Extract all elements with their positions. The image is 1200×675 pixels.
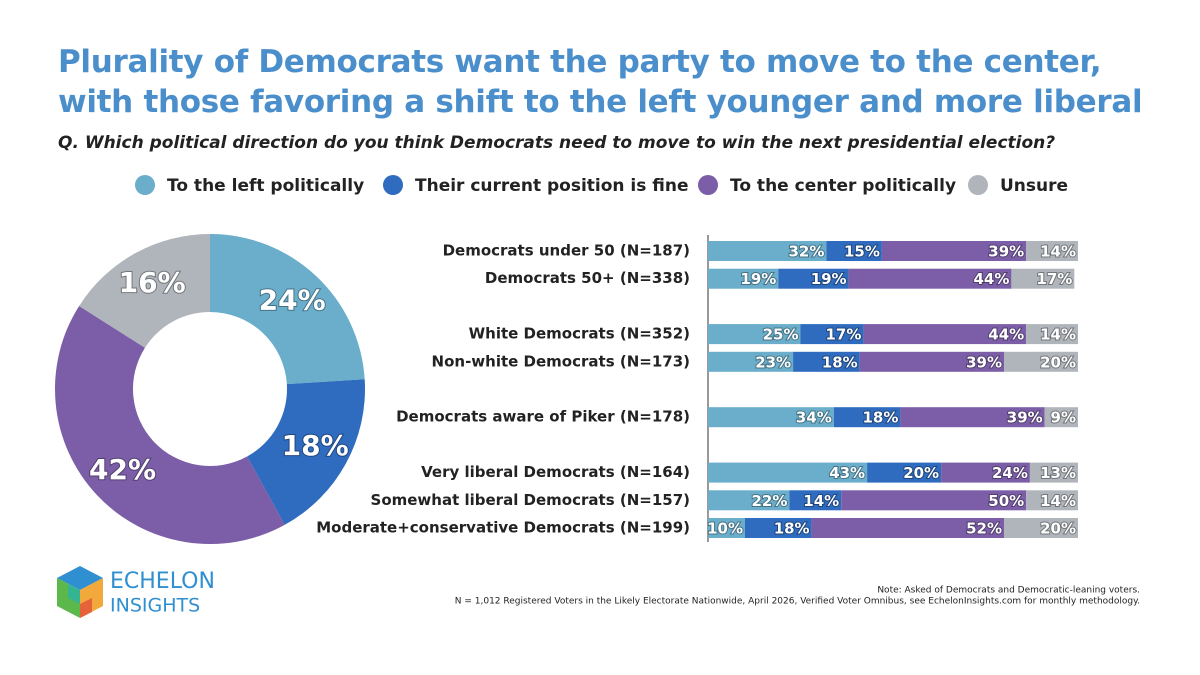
legend-label: To the left politically bbox=[167, 176, 364, 196]
data-label: 20% bbox=[1040, 520, 1076, 538]
data-label: 24% bbox=[992, 464, 1028, 482]
bar-segment bbox=[1004, 518, 1078, 538]
category-label: Very liberal Democrats (N=164) bbox=[421, 463, 690, 481]
data-label: 18% bbox=[282, 429, 349, 462]
data-label: 14% bbox=[1040, 326, 1076, 344]
data-label: 14% bbox=[803, 492, 839, 510]
data-label: 52% bbox=[966, 520, 1002, 538]
data-label: 20% bbox=[1040, 353, 1076, 371]
bar-segment bbox=[708, 268, 779, 289]
data-label: 17% bbox=[825, 326, 861, 344]
data-label: 39% bbox=[988, 243, 1024, 261]
bar-segment bbox=[778, 268, 849, 289]
bar-segment bbox=[881, 241, 1027, 261]
bar-segment bbox=[708, 490, 790, 511]
donut-slice bbox=[79, 234, 210, 348]
bar-segment bbox=[1011, 268, 1075, 289]
bar-segment bbox=[1026, 490, 1078, 511]
title: Plurality of Democrats want the party to… bbox=[58, 44, 1143, 120]
data-label: 14% bbox=[1040, 243, 1076, 261]
bar-segment bbox=[708, 518, 745, 538]
legend-marker bbox=[135, 175, 155, 195]
donut-slice bbox=[247, 379, 365, 525]
data-label: 10% bbox=[707, 520, 743, 538]
data-label: 43% bbox=[829, 464, 865, 482]
data-label: 42% bbox=[89, 453, 156, 486]
logo: ECHELON INSIGHTS bbox=[57, 566, 215, 618]
bar-segment bbox=[867, 462, 942, 483]
bar-segment bbox=[708, 407, 834, 428]
data-label: 50% bbox=[988, 492, 1024, 510]
legend-marker bbox=[968, 175, 988, 195]
legend-label: To the center politically bbox=[730, 176, 956, 196]
bar-segment bbox=[941, 462, 1030, 483]
data-label: 44% bbox=[973, 270, 1009, 288]
bar-segment bbox=[811, 518, 1004, 538]
data-label: 24% bbox=[259, 284, 326, 317]
data-label: 39% bbox=[966, 353, 1002, 371]
data-label: 16% bbox=[119, 266, 186, 299]
bar-segment bbox=[800, 324, 864, 345]
question: Q. Which political direction do you thin… bbox=[58, 133, 1056, 153]
bar-segment bbox=[863, 324, 1027, 345]
bar-segment bbox=[826, 241, 882, 261]
data-label: 25% bbox=[763, 326, 799, 344]
bar-segment bbox=[859, 351, 1004, 372]
bar-segment bbox=[1029, 462, 1078, 483]
data-label: 9% bbox=[1051, 409, 1076, 427]
bar-segment bbox=[1004, 351, 1078, 372]
legend-marker bbox=[698, 175, 718, 195]
bar-segment bbox=[1044, 407, 1078, 428]
logo-text: INSIGHTS bbox=[110, 595, 200, 617]
data-label: 39% bbox=[1007, 409, 1043, 427]
donut-slice bbox=[210, 234, 365, 385]
data-label: 44% bbox=[988, 326, 1024, 344]
bar-segment bbox=[708, 462, 868, 483]
bar-segment bbox=[841, 490, 1027, 511]
category-label: Democrats under 50 (N=187) bbox=[443, 242, 690, 260]
bar-segment bbox=[708, 241, 827, 261]
bar-segment bbox=[1026, 324, 1078, 345]
bar-segment bbox=[708, 351, 794, 372]
bar-segment bbox=[900, 407, 1045, 428]
note: Note: Asked of Democrats and Democratic-… bbox=[877, 586, 1140, 596]
data-label: 32% bbox=[788, 243, 824, 261]
bar-segment bbox=[708, 324, 801, 345]
data-label: 20% bbox=[903, 464, 939, 482]
note: N = 1,012 Registered Voters in the Likel… bbox=[455, 597, 1140, 607]
data-label: 19% bbox=[811, 270, 847, 288]
data-label: 15% bbox=[844, 243, 880, 261]
data-label: 22% bbox=[751, 492, 787, 510]
bar-segment bbox=[1026, 241, 1078, 261]
data-label: 18% bbox=[774, 520, 810, 538]
legend-marker bbox=[383, 175, 403, 195]
data-label: 18% bbox=[862, 409, 898, 427]
legend-label: Unsure bbox=[1000, 176, 1068, 196]
data-label: 13% bbox=[1040, 464, 1076, 482]
donut-slice bbox=[55, 305, 285, 544]
data-label: 18% bbox=[822, 353, 858, 371]
bar-segment bbox=[833, 407, 901, 428]
bar-segment bbox=[789, 490, 842, 511]
data-label: 23% bbox=[755, 353, 791, 371]
category-label: White Democrats (N=352) bbox=[469, 325, 690, 343]
bar-segment bbox=[793, 351, 860, 372]
category-label: Democrats aware of Piker (N=178) bbox=[396, 408, 690, 426]
category-label: Non-white Democrats (N=173) bbox=[432, 352, 690, 370]
data-label: 14% bbox=[1040, 492, 1076, 510]
bar-segment bbox=[848, 268, 1012, 289]
category-label: Moderate+conservative Democrats (N=199) bbox=[316, 519, 690, 537]
category-label: Democrats 50+ (N=338) bbox=[485, 269, 690, 287]
data-label: 17% bbox=[1036, 270, 1072, 288]
category-label: Somewhat liberal Democrats (N=157) bbox=[371, 491, 690, 509]
logo-text: ECHELON bbox=[110, 569, 215, 594]
bar-segment bbox=[745, 518, 812, 538]
legend-label: Their current position is fine bbox=[415, 176, 689, 196]
data-label: 19% bbox=[740, 270, 776, 288]
data-label: 34% bbox=[796, 409, 832, 427]
